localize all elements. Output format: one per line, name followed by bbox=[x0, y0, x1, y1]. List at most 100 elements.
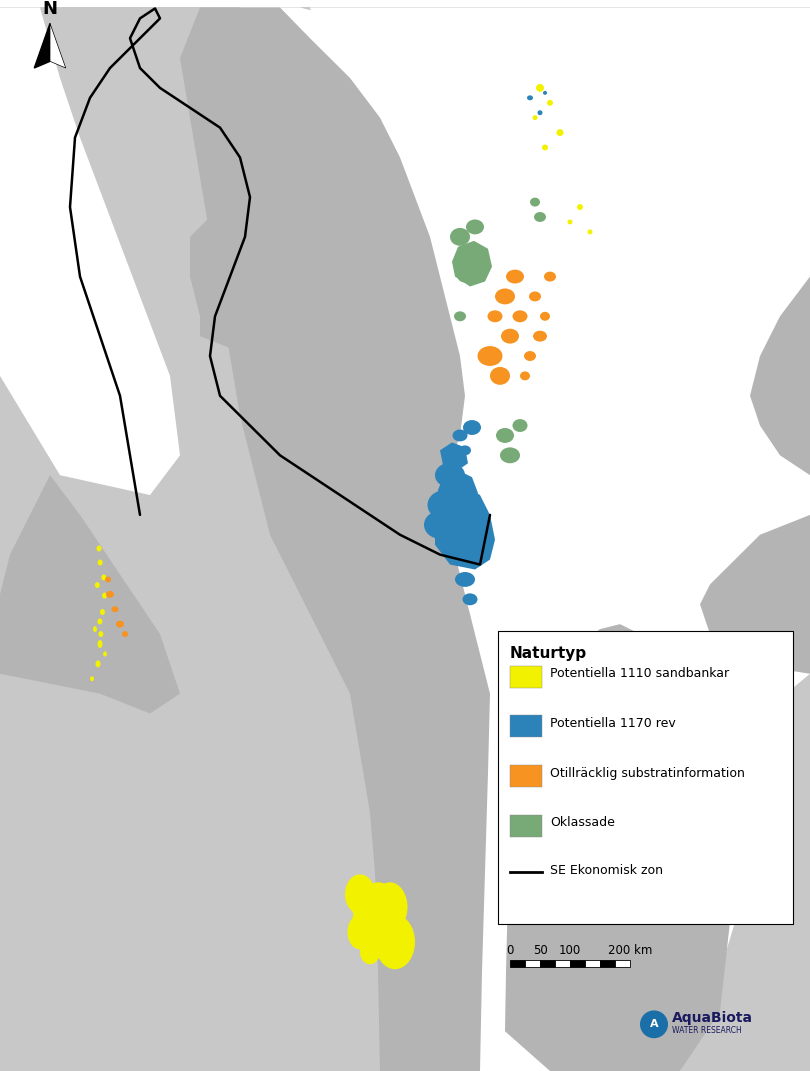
Ellipse shape bbox=[112, 606, 118, 613]
Bar bbox=[600, 960, 615, 967]
Ellipse shape bbox=[122, 631, 128, 637]
Ellipse shape bbox=[93, 627, 97, 632]
Ellipse shape bbox=[435, 517, 475, 553]
Ellipse shape bbox=[534, 212, 546, 222]
Ellipse shape bbox=[544, 272, 556, 282]
Text: 0: 0 bbox=[506, 944, 514, 956]
Text: Oklassade: Oklassade bbox=[550, 816, 615, 829]
Ellipse shape bbox=[92, 573, 98, 579]
Polygon shape bbox=[440, 442, 468, 470]
Text: A: A bbox=[650, 1020, 659, 1029]
Polygon shape bbox=[750, 276, 810, 476]
Ellipse shape bbox=[96, 595, 101, 602]
Polygon shape bbox=[435, 485, 495, 570]
Polygon shape bbox=[220, 7, 500, 396]
Ellipse shape bbox=[529, 291, 541, 301]
Ellipse shape bbox=[577, 205, 583, 210]
Text: AquaBiota: AquaBiota bbox=[672, 1011, 753, 1025]
Ellipse shape bbox=[478, 346, 502, 366]
Ellipse shape bbox=[96, 585, 100, 591]
Ellipse shape bbox=[500, 448, 520, 464]
Polygon shape bbox=[190, 217, 270, 356]
Bar bbox=[570, 960, 585, 967]
Polygon shape bbox=[0, 7, 180, 495]
Bar bbox=[510, 666, 542, 688]
Polygon shape bbox=[310, 7, 810, 1071]
Ellipse shape bbox=[353, 883, 403, 952]
Text: Otillräcklig substratinformation: Otillräcklig substratinformation bbox=[550, 767, 745, 780]
Ellipse shape bbox=[513, 311, 527, 322]
Circle shape bbox=[640, 1010, 668, 1038]
Ellipse shape bbox=[513, 419, 527, 432]
Ellipse shape bbox=[450, 228, 470, 245]
Ellipse shape bbox=[424, 511, 456, 539]
Polygon shape bbox=[505, 624, 730, 1071]
Ellipse shape bbox=[100, 619, 104, 624]
Ellipse shape bbox=[458, 246, 483, 267]
Ellipse shape bbox=[347, 915, 373, 949]
Bar bbox=[585, 960, 600, 967]
Bar bbox=[498, 631, 793, 924]
Ellipse shape bbox=[490, 367, 510, 384]
Ellipse shape bbox=[556, 130, 564, 136]
Ellipse shape bbox=[101, 545, 106, 550]
Ellipse shape bbox=[501, 329, 519, 344]
Text: N: N bbox=[42, 0, 58, 18]
Ellipse shape bbox=[463, 593, 478, 605]
Ellipse shape bbox=[533, 331, 547, 342]
Ellipse shape bbox=[100, 609, 105, 615]
Bar bbox=[525, 960, 540, 967]
Ellipse shape bbox=[96, 661, 100, 667]
Polygon shape bbox=[180, 7, 490, 1071]
Polygon shape bbox=[34, 24, 50, 69]
Polygon shape bbox=[452, 241, 492, 287]
Ellipse shape bbox=[587, 229, 592, 235]
Ellipse shape bbox=[543, 91, 547, 95]
Ellipse shape bbox=[527, 95, 533, 101]
Ellipse shape bbox=[454, 312, 466, 321]
Ellipse shape bbox=[446, 544, 474, 565]
Bar bbox=[510, 815, 542, 836]
Text: Naturtyp: Naturtyp bbox=[510, 646, 587, 661]
Ellipse shape bbox=[568, 220, 573, 225]
Bar bbox=[510, 765, 542, 787]
Polygon shape bbox=[490, 515, 810, 674]
Ellipse shape bbox=[496, 428, 514, 443]
Ellipse shape bbox=[536, 84, 544, 92]
Polygon shape bbox=[0, 476, 180, 713]
Bar bbox=[555, 960, 570, 967]
Ellipse shape bbox=[463, 420, 481, 435]
Ellipse shape bbox=[435, 463, 465, 487]
Ellipse shape bbox=[520, 372, 530, 380]
Ellipse shape bbox=[459, 446, 471, 455]
Ellipse shape bbox=[540, 312, 550, 320]
Text: 50: 50 bbox=[533, 944, 548, 956]
Ellipse shape bbox=[375, 915, 415, 969]
Ellipse shape bbox=[345, 874, 375, 915]
Polygon shape bbox=[50, 24, 66, 69]
Polygon shape bbox=[438, 470, 478, 510]
Ellipse shape bbox=[373, 883, 407, 932]
Ellipse shape bbox=[506, 270, 524, 284]
Ellipse shape bbox=[458, 271, 472, 283]
Ellipse shape bbox=[103, 651, 107, 657]
Ellipse shape bbox=[466, 220, 484, 235]
Ellipse shape bbox=[538, 110, 543, 116]
Text: WATER RESEARCH: WATER RESEARCH bbox=[672, 1026, 742, 1035]
Ellipse shape bbox=[455, 572, 475, 587]
Ellipse shape bbox=[488, 311, 502, 322]
Ellipse shape bbox=[453, 429, 467, 441]
Text: 100: 100 bbox=[559, 944, 581, 956]
Text: Potentiella 1110 sandbankar: Potentiella 1110 sandbankar bbox=[550, 667, 729, 680]
Ellipse shape bbox=[547, 100, 553, 106]
Ellipse shape bbox=[530, 198, 540, 207]
Ellipse shape bbox=[428, 491, 463, 519]
Text: SE Ekonomisk zon: SE Ekonomisk zon bbox=[550, 864, 663, 877]
Polygon shape bbox=[480, 614, 720, 1071]
Ellipse shape bbox=[116, 621, 124, 628]
Ellipse shape bbox=[106, 591, 114, 598]
Polygon shape bbox=[700, 515, 810, 674]
Ellipse shape bbox=[98, 557, 103, 563]
Ellipse shape bbox=[360, 939, 380, 964]
Ellipse shape bbox=[97, 640, 103, 648]
